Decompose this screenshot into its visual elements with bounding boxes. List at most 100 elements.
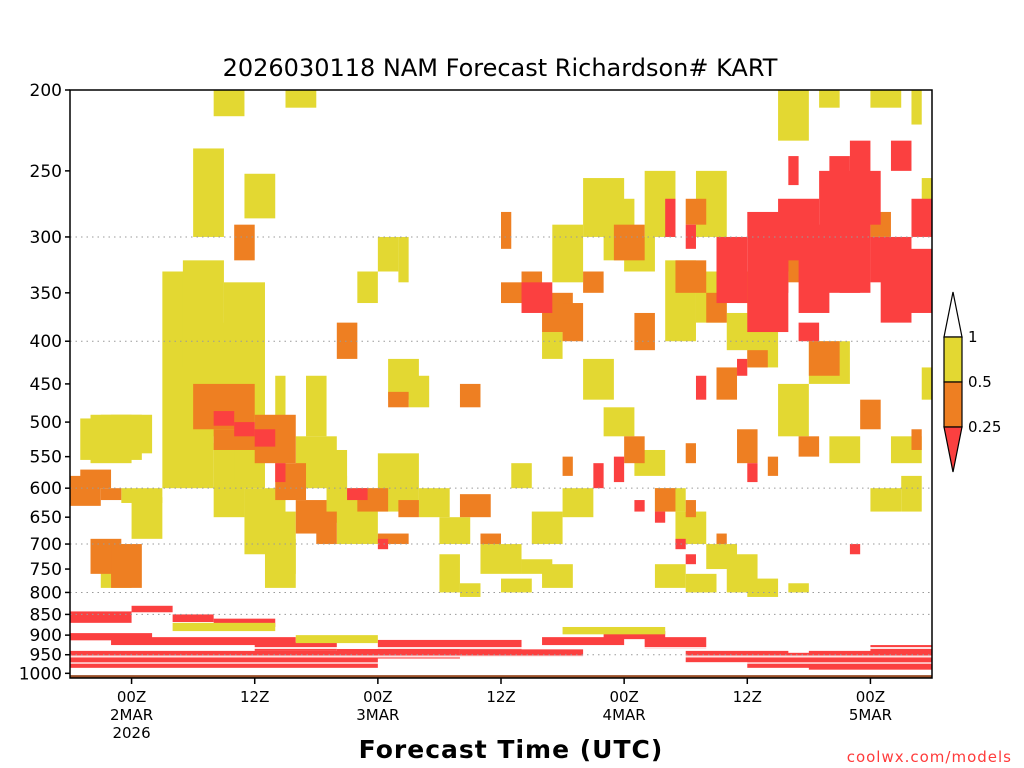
heatmap-cell-yellow	[603, 407, 635, 437]
band-gap	[70, 655, 932, 658]
heatmap-cell-orange	[234, 224, 255, 261]
y-tick-label: 1000	[19, 664, 62, 684]
heatmap-cell-orange	[685, 500, 696, 518]
heatmap-cell-orange	[398, 500, 419, 518]
y-tick-label: 650	[30, 508, 62, 528]
heatmap-band-red	[336, 648, 460, 659]
heatmap-cell-red	[890, 140, 912, 171]
y-tick-label: 400	[30, 332, 62, 352]
y-tick-label: 600	[30, 479, 62, 499]
legend-label: 0.25	[968, 418, 1001, 436]
heatmap-cell-red	[685, 224, 696, 249]
heatmap-cell-yellow	[285, 90, 317, 108]
heatmap-cell-yellow	[778, 383, 809, 437]
legend: 1 0.5 0.25	[943, 291, 1001, 473]
heatmap-cell-yellow	[531, 511, 563, 545]
legend-swatch-orange	[943, 381, 963, 428]
heatmap-cell-orange	[562, 303, 584, 342]
heatmap-band-red	[111, 637, 296, 646]
heatmap-cell-orange	[716, 367, 738, 400]
heatmap-cell-yellow	[244, 173, 276, 219]
gridlines	[70, 236, 932, 656]
heatmap-cell-orange	[808, 341, 840, 376]
y-tick-label: 300	[30, 228, 62, 248]
heatmap-cell-yellow	[275, 375, 286, 437]
heatmap-cell-orange	[388, 391, 409, 408]
legend-swatch-bottom-arrow	[943, 426, 963, 473]
x-tick-label: 4MAR	[603, 706, 646, 724]
heatmap-cell-orange	[583, 271, 604, 293]
band-gap	[70, 662, 932, 664]
heatmap-band-red	[70, 611, 132, 623]
heatmap-cell-yellow	[921, 178, 932, 206]
y-tick-label: 950	[30, 646, 62, 666]
heatmap-cell-red	[716, 236, 748, 304]
x-tick-label: 00Z	[856, 688, 885, 706]
heatmap-cell-yellow	[326, 449, 348, 489]
heatmap-cell-red	[347, 488, 368, 501]
heatmap-band-red	[213, 618, 276, 627]
x-tick-label: 3MAR	[356, 706, 399, 724]
heatmap-cell-red	[695, 375, 707, 400]
heatmap-cell-yellow	[501, 578, 532, 593]
heatmap-cell-orange	[798, 436, 820, 457]
heatmap-band-red	[70, 650, 378, 668]
x-tick-label: 12Z	[240, 688, 269, 706]
heatmap-cell-red	[829, 156, 850, 199]
heatmap-cell-red	[849, 544, 861, 555]
credit-text: coolwx.com/models	[847, 748, 1012, 766]
heatmap-cell-yellow	[552, 224, 584, 283]
heatmap-cell-orange	[860, 399, 881, 430]
heatmap-cell-red	[747, 463, 758, 483]
heatmap-cell-red	[613, 456, 625, 483]
heatmap-cell-orange	[111, 544, 142, 588]
x-tick-label: 2MAR	[110, 706, 153, 724]
heatmap-band-red	[870, 645, 932, 655]
y-tick-label: 550	[30, 448, 62, 468]
heatmap-cell-yellow	[193, 148, 224, 237]
heatmap-cell-yellow	[921, 367, 932, 400]
x-tick-label: 5MAR	[849, 706, 892, 724]
y-tick-label: 500	[30, 413, 62, 433]
heatmap-cell-orange	[459, 383, 481, 408]
heatmap-cell-orange	[501, 211, 512, 249]
heatmap-cell-red	[839, 211, 871, 293]
heatmap-band-red	[459, 649, 584, 657]
heatmap-cell-orange	[747, 350, 768, 368]
y-axis: 200 250 300 350 400 450 500 550 600 650 700 750 8008…	[19, 81, 70, 684]
heatmap-cell-yellow	[788, 583, 809, 593]
heatmap-band-red	[172, 614, 214, 623]
heatmap-cell-red	[254, 429, 276, 447]
heatmap-cell-orange	[613, 224, 645, 261]
ground-fill	[70, 675, 932, 678]
heatmap-cell-red	[275, 463, 286, 483]
heatmap-cell-yellow	[408, 375, 430, 408]
band-gap	[70, 647, 932, 650]
y-tick-label: 800	[30, 583, 62, 603]
heatmap-cell-orange	[459, 494, 491, 518]
heatmap-cell-orange	[685, 198, 707, 225]
heatmap-cell-yellow	[439, 554, 460, 593]
heatmap-cell-yellow	[911, 90, 922, 125]
heatmap-cell-yellow	[685, 573, 717, 593]
x-tick-label: 00Z	[363, 688, 392, 706]
heatmap-cell-yellow	[870, 90, 902, 108]
heatmap-band-red	[542, 637, 625, 646]
heatmap-cell-yellow	[654, 564, 686, 588]
x-tick-label: 12Z	[733, 688, 762, 706]
heatmap-band-red	[254, 642, 337, 651]
x-tick-label: 00Z	[117, 688, 146, 706]
chart-title: 2026030118 NAM Forecast Richardson# KART	[223, 54, 778, 82]
heatmap-cell-red	[377, 538, 389, 550]
y-tick-label: 450	[30, 375, 62, 395]
heatmap-cell-yellow	[511, 463, 532, 489]
x-tick-label: 12Z	[486, 688, 515, 706]
heatmap-band-red	[644, 637, 707, 649]
heatmap-cell-red	[521, 282, 553, 313]
heatmap-cell-yellow	[829, 436, 861, 464]
heatmap-cell-red	[654, 511, 666, 523]
heatmap-cell-yellow	[111, 414, 153, 454]
heatmap-cell-yellow	[377, 236, 399, 272]
heatmap-cell-yellow	[398, 236, 409, 283]
